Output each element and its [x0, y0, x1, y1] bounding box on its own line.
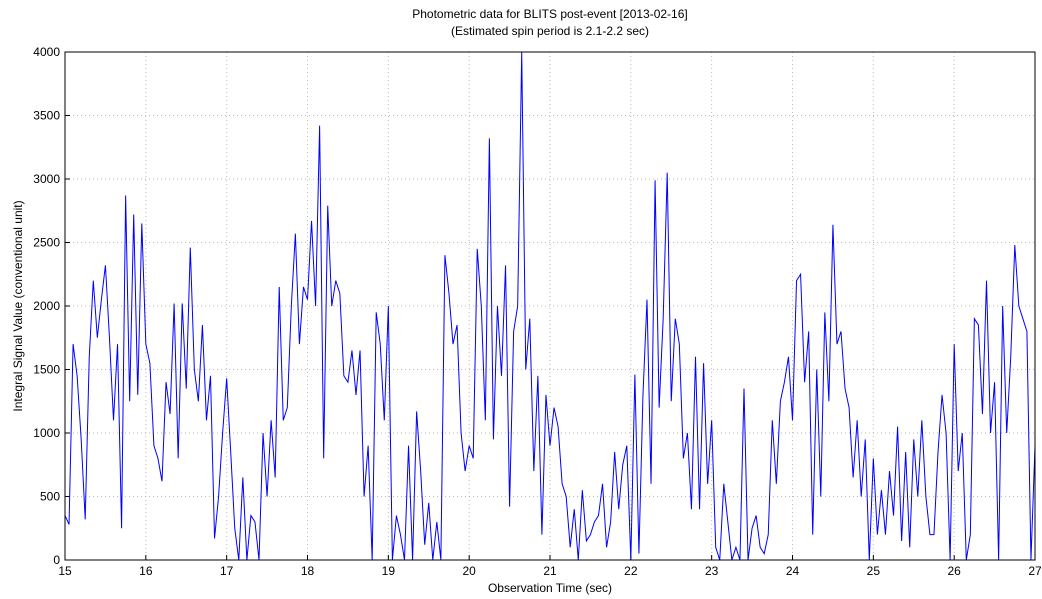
y-tick-label: 2000: [33, 299, 60, 313]
x-tick-label: 20: [462, 564, 476, 578]
chart-title: Photometric data for BLITS post-event [2…: [412, 7, 687, 21]
y-axis-label: Integral Signal Value (conventional unit…: [11, 200, 25, 411]
y-tick-label: 1500: [33, 363, 60, 377]
chart-subtitle: (Estimated spin period is 2.1-2.2 sec): [451, 24, 649, 38]
y-tick-label: 0: [53, 553, 60, 567]
x-tick-label: 25: [867, 564, 881, 578]
x-tick-label: 15: [58, 564, 72, 578]
x-tick-label: 22: [624, 564, 638, 578]
y-tick-label: 2500: [33, 236, 60, 250]
x-axis-label: Observation Time (sec): [488, 581, 612, 595]
y-tick-label: 4000: [33, 45, 60, 59]
x-tick-label: 18: [301, 564, 315, 578]
x-tick-label: 27: [1028, 564, 1042, 578]
y-tick-label: 3500: [33, 109, 60, 123]
x-tick-label: 21: [543, 564, 557, 578]
x-tick-label: 23: [705, 564, 719, 578]
x-tick-label: 17: [220, 564, 234, 578]
x-tick-label: 24: [786, 564, 800, 578]
plot-frame: [64, 51, 1036, 561]
y-tick-label: 500: [40, 490, 60, 504]
y-tick-label: 3000: [33, 172, 60, 186]
data-line: [64, 51, 1036, 561]
x-tick-label: 19: [382, 564, 396, 578]
x-tick-label: 16: [139, 564, 153, 578]
y-tick-label: 1000: [33, 426, 60, 440]
x-tick-label: 26: [947, 564, 961, 578]
